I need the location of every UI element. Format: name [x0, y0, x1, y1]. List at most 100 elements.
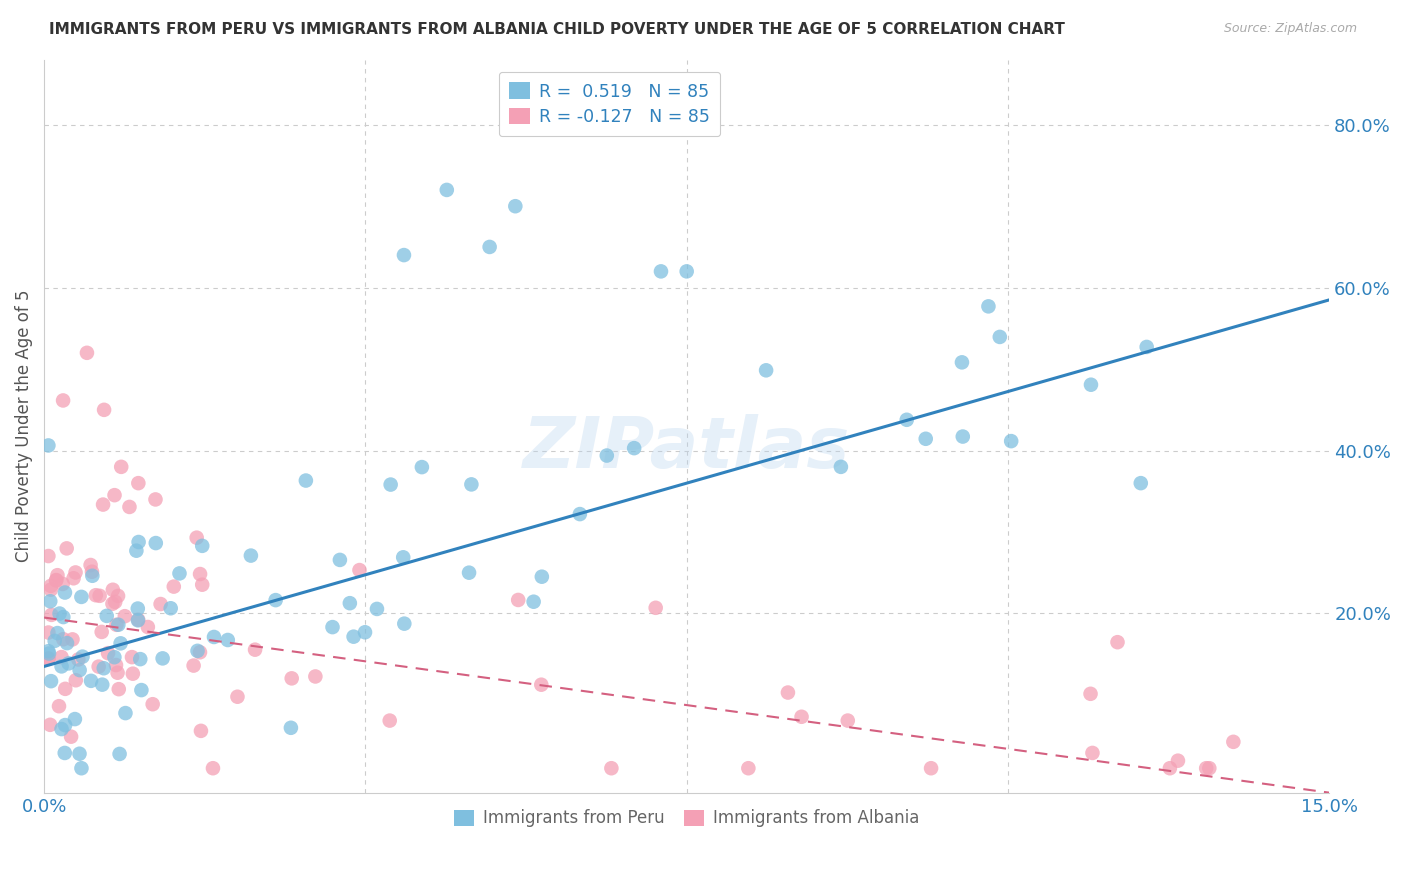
Point: [988, 330, 1011, 344]
Point: [69, 663, 91, 677]
Point: [530, 678, 553, 692]
Point: [366, 602, 388, 616]
Point: [56, 636, 79, 650]
Text: ZIPatlas: ZIPatlas: [523, 414, 851, 483]
Point: [110, 459, 132, 474]
Point: [127, 613, 149, 627]
Point: [70, 761, 93, 775]
Point: [63, 712, 86, 726]
Point: [914, 432, 936, 446]
Point: [104, 595, 127, 609]
Point: [37, 625, 59, 640]
Point: [568, 507, 591, 521]
Point: [188, 645, 211, 659]
Point: [169, 566, 191, 581]
Point: [830, 459, 852, 474]
Point: [62, 571, 84, 585]
Point: [37, 644, 59, 658]
Point: [1107, 635, 1129, 649]
Point: [349, 563, 371, 577]
Point: [48, 699, 70, 714]
Point: [790, 710, 813, 724]
Point: [186, 644, 208, 658]
Point: [201, 761, 224, 775]
Point: [950, 355, 973, 369]
Point: [90, 624, 112, 639]
Point: [186, 531, 208, 545]
Point: [103, 488, 125, 502]
Point: [183, 658, 205, 673]
Point: [523, 595, 546, 609]
Point: [378, 714, 401, 728]
Point: [411, 460, 433, 475]
Point: [51, 650, 73, 665]
Point: [737, 761, 759, 775]
Point: [114, 706, 136, 720]
Point: [142, 697, 165, 711]
Point: [39, 718, 62, 732]
Point: [107, 617, 129, 632]
Point: [280, 721, 302, 735]
Point: [339, 596, 361, 610]
Point: [89, 589, 111, 603]
Point: [755, 363, 778, 377]
Point: [460, 477, 482, 491]
Point: [46, 626, 69, 640]
Point: [105, 658, 128, 673]
Point: [37, 651, 59, 665]
Point: [190, 723, 212, 738]
Text: IMMIGRANTS FROM PERU VS IMMIGRANTS FROM ALBANIA CHILD POVERTY UNDER THE AGE OF 5: IMMIGRANTS FROM PERU VS IMMIGRANTS FROM …: [49, 22, 1066, 37]
Point: [131, 683, 153, 698]
Point: [91, 498, 114, 512]
Point: [80, 565, 103, 579]
Point: [39, 674, 62, 689]
Point: [1000, 434, 1022, 449]
Point: [37, 438, 59, 452]
Point: [53, 585, 76, 599]
Point: [70, 590, 93, 604]
Point: [52, 610, 75, 624]
Point: [392, 550, 415, 565]
Point: [107, 665, 129, 680]
Point: [76, 346, 98, 360]
Point: [37, 549, 59, 563]
Point: [1136, 340, 1159, 354]
Point: [60, 730, 83, 744]
Point: [675, 264, 697, 278]
Point: [107, 589, 129, 603]
Point: [82, 568, 104, 582]
Point: [977, 299, 1000, 313]
Point: [84, 588, 107, 602]
Legend: Immigrants from Peru, Immigrants from Albania: Immigrants from Peru, Immigrants from Al…: [446, 801, 928, 836]
Point: [101, 597, 124, 611]
Point: [1081, 746, 1104, 760]
Point: [46, 568, 69, 582]
Point: [121, 666, 143, 681]
Point: [1195, 761, 1218, 775]
Point: [52, 632, 75, 647]
Point: [159, 601, 181, 615]
Point: [118, 500, 141, 514]
Point: [596, 449, 619, 463]
Point: [87, 659, 110, 673]
Point: [41, 607, 63, 622]
Y-axis label: Child Poverty Under the Age of 5: Child Poverty Under the Age of 5: [15, 290, 32, 562]
Point: [644, 600, 666, 615]
Point: [1080, 377, 1102, 392]
Point: [65, 673, 87, 688]
Point: [53, 681, 76, 696]
Point: [394, 616, 416, 631]
Point: [188, 567, 211, 582]
Point: [48, 607, 70, 621]
Point: [136, 620, 159, 634]
Point: [127, 476, 149, 491]
Point: [623, 441, 645, 455]
Point: [1198, 761, 1220, 775]
Point: [93, 402, 115, 417]
Point: [125, 543, 148, 558]
Point: [79, 558, 101, 572]
Point: [110, 636, 132, 650]
Point: [920, 761, 942, 775]
Point: [458, 566, 481, 580]
Point: [53, 718, 76, 732]
